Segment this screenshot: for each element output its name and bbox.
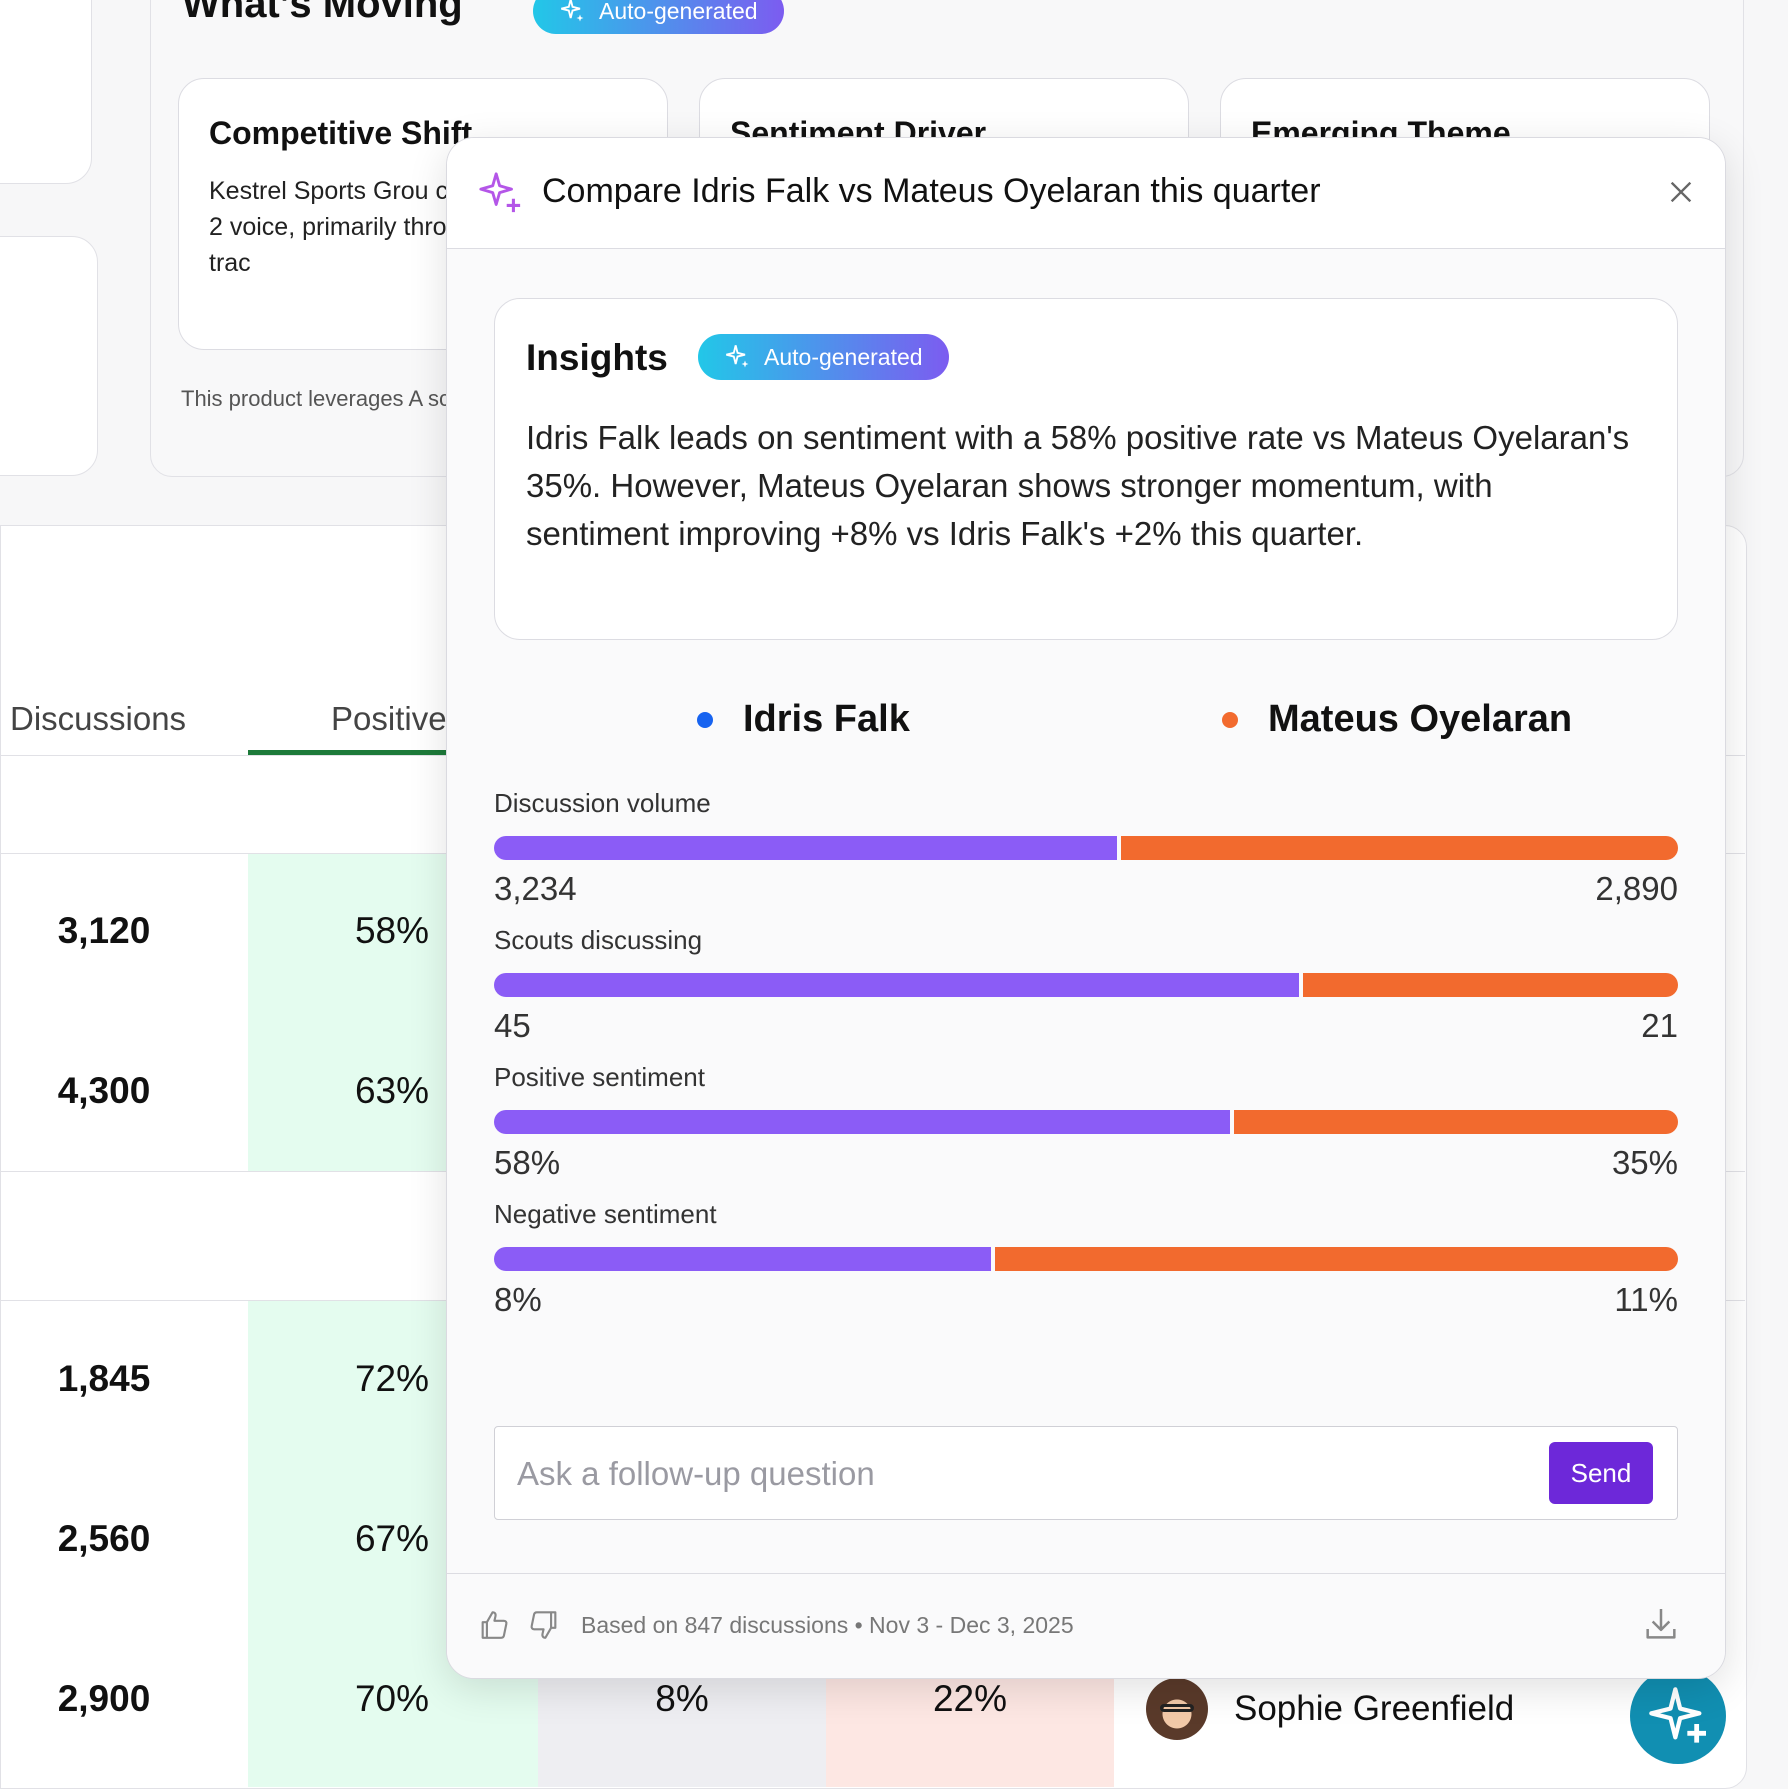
bar-segment-idris	[494, 973, 1299, 997]
auto-generated-badge: Auto-generated	[698, 334, 949, 380]
metric-value-idris: 45	[494, 1007, 531, 1044]
table-row-owner[interactable]: Sophie Greenfield	[1146, 1678, 1514, 1740]
legend-dot	[1222, 711, 1238, 728]
metric-label: Negative sentiment	[494, 1199, 717, 1229]
sparkle-icon	[726, 345, 749, 368]
metric-value-idris: 3,234	[494, 870, 577, 907]
kpi-card	[0, 236, 98, 476]
sparkle-icon	[479, 172, 521, 213]
metric-label: Discussion volume	[494, 788, 711, 818]
whats-moving-title: What’s Moving	[182, 0, 463, 26]
table-row-discussions: 2,560	[57, 1518, 151, 1559]
bar-segment-idris	[494, 1247, 991, 1271]
metric-value-mateus: 2,890	[1595, 870, 1678, 907]
table-row-neutral: 8%	[655, 1678, 709, 1719]
insights-text: Idris Falk leads on sentiment with a 58%…	[526, 419, 1630, 552]
owner-name: Sophie Greenfield	[1234, 1689, 1515, 1728]
legend-item-mateus-oyelaran: Mateus Oyelaran	[1222, 698, 1572, 741]
legend-item-idris-falk: Idris Falk	[697, 698, 910, 741]
compare-dialog: Compare Idris Falk vs Mateus Oyelaran th…	[446, 137, 1726, 1679]
insights-title: Insights	[526, 337, 668, 378]
table-row-discussions: 4,300	[57, 1070, 151, 1111]
comparison-bar	[494, 973, 1678, 997]
column-header-positive[interactable]: Positive	[331, 700, 447, 737]
metric-scouts-discussing: Scouts discussing 45 21	[494, 925, 1678, 1053]
avatar	[1146, 1678, 1208, 1740]
table-row-positive: 72%	[354, 1358, 430, 1399]
bar-segment-mateus	[1303, 973, 1678, 997]
bar-segment-mateus	[995, 1247, 1678, 1271]
dialog-footer: Based on 847 discussions • Nov 3 - Dec 3…	[447, 1573, 1725, 1678]
kpi-card	[0, 0, 92, 184]
send-button[interactable]: Send	[1549, 1442, 1653, 1504]
sparkle-icon	[561, 0, 584, 22]
metric-negative-sentiment: Negative sentiment 8% 11%	[494, 1199, 1678, 1327]
badge-label: Auto-generated	[599, 0, 758, 24]
comparison-bar	[494, 1110, 1678, 1134]
ai-assistant-button[interactable]	[1630, 1668, 1726, 1764]
followup-box: Send	[494, 1426, 1678, 1520]
bar-segment-mateus	[1121, 836, 1678, 860]
followup-input[interactable]	[515, 1447, 1519, 1501]
auto-generated-badge: Auto-generated	[533, 0, 784, 34]
bar-segment-mateus	[1234, 1110, 1678, 1134]
metric-value-mateus: 11%	[1614, 1281, 1678, 1318]
metric-value-mateus: 35%	[1611, 1144, 1678, 1181]
insights-card: Insights Auto-generated Idris Falk leads…	[494, 298, 1678, 640]
table-row-positive: 58%	[354, 910, 430, 951]
sparkle-plus-icon	[1649, 1687, 1706, 1743]
table-row-discussions: 1,845	[57, 1358, 151, 1399]
metric-value-idris: 8%	[494, 1281, 542, 1318]
table-row-positive: 67%	[354, 1518, 430, 1559]
legend-label: Idris Falk	[743, 698, 910, 740]
download-icon[interactable]	[1641, 1604, 1681, 1644]
dialog-title: Compare Idris Falk vs Mateus Oyelaran th…	[542, 172, 1321, 210]
close-icon[interactable]	[1665, 176, 1697, 208]
active-sort-indicator	[248, 750, 538, 755]
dialog-header: Compare Idris Falk vs Mateus Oyelaran th…	[447, 138, 1725, 249]
metric-value-mateus: 21	[1641, 1007, 1678, 1044]
thumbs-down-icon[interactable]	[527, 1608, 561, 1642]
comparison-bar	[494, 836, 1678, 860]
comparison-bar	[494, 1247, 1678, 1271]
table-row-positive: 70%	[354, 1678, 430, 1719]
metric-positive-sentiment: Positive sentiment 58% 35%	[494, 1062, 1678, 1190]
bar-segment-idris	[494, 1110, 1230, 1134]
badge-label: Auto-generated	[764, 343, 923, 370]
table-row-discussions: 2,900	[57, 1678, 151, 1719]
metric-label: Positive sentiment	[494, 1062, 705, 1092]
source-summary: Based on 847 discussions • Nov 3 - Dec 3…	[581, 1612, 1074, 1638]
thumbs-up-icon[interactable]	[477, 1608, 511, 1642]
bar-segment-idris	[494, 836, 1117, 860]
legend-dot	[697, 711, 713, 728]
table-row-positive: 63%	[354, 1070, 430, 1111]
legend-label: Mateus Oyelaran	[1268, 698, 1573, 740]
metric-value-idris: 58%	[494, 1144, 561, 1181]
metric-discussion-volume: Discussion volume 3,234 2,890	[494, 788, 1678, 916]
metric-label: Scouts discussing	[494, 925, 703, 955]
theme-card-title: Competitive Shift	[209, 115, 473, 151]
table-row-discussions: 3,120	[57, 910, 151, 951]
table-row-negative: 22%	[932, 1678, 1008, 1719]
column-header-discussions[interactable]: Discussions	[10, 700, 187, 737]
